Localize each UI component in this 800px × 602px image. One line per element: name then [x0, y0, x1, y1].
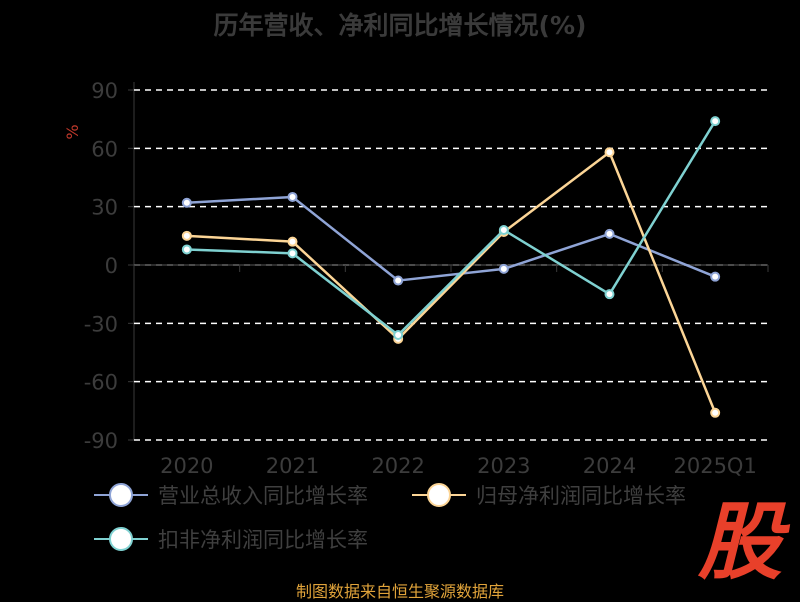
series-line-1	[186, 150, 717, 414]
series-line-0	[186, 195, 716, 282]
y-tick-label: -60	[84, 371, 118, 395]
chart-title: 历年营收、净利同比增长情况(%)	[213, 11, 587, 40]
legend-swatch-net-profit	[408, 483, 470, 507]
data-point-series-2	[393, 330, 404, 340]
brand-logo: 股	[697, 493, 782, 591]
legend-item-net-profit[interactable]: 归母净利润同比增长率	[408, 480, 686, 510]
data-point-series-0	[604, 228, 615, 239]
y-tick-label: 90	[91, 79, 118, 103]
x-tick-label: 2023	[477, 454, 530, 478]
data-point-series-1	[181, 230, 192, 241]
y-tick-label: 30	[91, 196, 118, 220]
y-tick-label: -30	[84, 312, 118, 336]
y-tick-label: 60	[91, 137, 118, 161]
y-tick-label: -90	[84, 429, 118, 453]
data-point-series-0	[181, 197, 192, 208]
data-source-note: 制图数据来自恒生聚源数据库	[295, 582, 504, 601]
legend-swatch-deducted-profit	[90, 527, 152, 551]
y-tick-label: 0	[105, 254, 118, 278]
legend-label-net-profit: 归母净利润同比增长率	[476, 484, 686, 508]
data-point-series-2	[181, 244, 192, 255]
legend-swatch-revenue	[90, 483, 152, 507]
x-tick-label: 2025Q1	[673, 454, 756, 478]
data-point-series-1	[710, 407, 721, 418]
legend-label-deducted-profit: 扣非净利润同比增长率	[158, 528, 368, 552]
data-point-series-2	[498, 225, 509, 235]
data-point-series-1	[604, 147, 615, 158]
data-point-series-0	[287, 191, 298, 202]
data-point-series-2	[287, 248, 298, 259]
x-tick-label: 2022	[371, 454, 424, 478]
data-point-series-1	[287, 236, 298, 247]
data-point-series-2	[604, 289, 615, 300]
data-point-series-0	[498, 263, 509, 274]
legend-item-revenue[interactable]: 营业总收入同比增长率	[90, 480, 368, 510]
data-point-series-0	[393, 275, 404, 286]
x-tick-label: 2021	[266, 454, 319, 478]
series-line-2	[186, 120, 717, 337]
y-axis-label: %	[63, 124, 82, 139]
legend-label-revenue: 营业总收入同比增长率	[158, 484, 368, 508]
x-tick-label: 2020	[160, 454, 213, 478]
x-tick-label: 2024	[583, 454, 636, 478]
legend-item-deducted-profit[interactable]: 扣非净利润同比增长率	[90, 524, 368, 554]
data-point-series-2	[710, 116, 721, 127]
data-point-series-0	[710, 271, 721, 282]
